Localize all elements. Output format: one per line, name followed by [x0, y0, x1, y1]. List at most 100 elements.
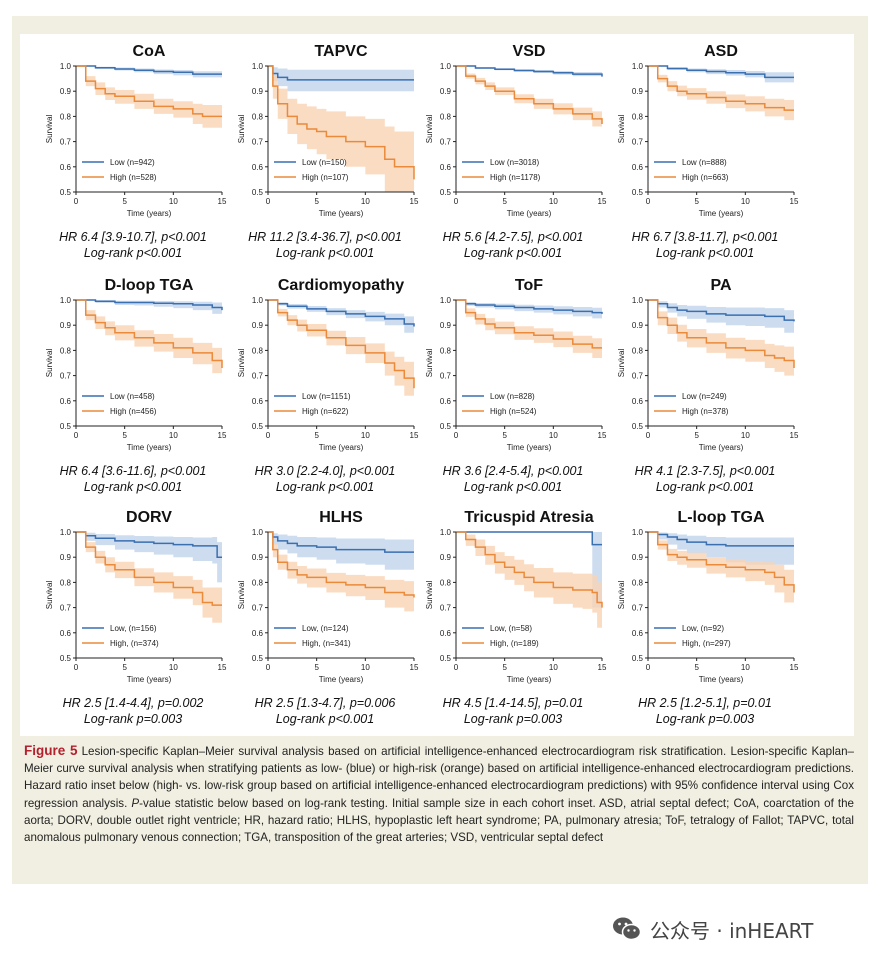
legend: Low (n=942) High (n=528) [82, 158, 157, 182]
y-tick-label: 0.7 [60, 604, 72, 613]
x-tick-label: 5 [694, 663, 699, 672]
x-tick-label: 5 [314, 431, 319, 440]
x-tick-label: 10 [741, 663, 750, 672]
y-tick-label: 0.5 [440, 422, 452, 431]
y-tick-label: 0.8 [60, 112, 72, 121]
x-axis-label: Time (years) [699, 443, 744, 452]
x-tick-label: 15 [218, 431, 227, 440]
survival-line-high [76, 531, 222, 606]
y-tick-label: 0.7 [252, 604, 264, 613]
x-tick-label: 10 [361, 431, 370, 440]
x-tick-label: 5 [122, 663, 127, 672]
caption-text-3: -value statistic below based on log-rank… [24, 796, 854, 845]
survival-line-low [648, 65, 794, 79]
legend-label-high: High (n=622) [302, 407, 349, 416]
legend: Low (n=249) High (n=378) [654, 392, 729, 416]
km-chart-asd: ASD 0.5 0.6 0.7 0.8 0.9 1.0 0 5 10 15 Time (years) S… [617, 43, 799, 218]
ci-band-low [268, 532, 414, 575]
x-tick-label: 5 [314, 663, 319, 672]
hazard-ratio-text: HR 3.6 [2.4-5.4], p<0.001 [442, 464, 584, 478]
x-tick-label: 0 [266, 197, 271, 206]
survival-line-high [76, 65, 222, 118]
hazard-ratio-text: HR 4.1 [2.3-7.5], p<0.001 [634, 464, 776, 478]
ci-band-high [76, 66, 222, 131]
logrank-text: Log-rank p=0.003 [655, 712, 755, 726]
km-chart-pa: PA 0.5 0.6 0.7 0.8 0.9 1.0 0 5 10 15 Time (years) Su… [617, 277, 799, 452]
hazard-ratio-text: HR 6.7 [3.8-11.7], p<0.001 [631, 230, 779, 244]
survival-line-high [456, 531, 603, 608]
y-axis-label: Survival [425, 115, 434, 144]
legend-label-high: High, (n=297) [682, 639, 731, 648]
km-panel-tricuspid-atresia: Tricuspid Atresia 0.5 0.6 0.7 0.8 0.9 1.0 0 5 10 1… [408, 504, 618, 738]
caption-text-2: P [131, 796, 140, 810]
chart-title: Tricuspid Atresia [464, 509, 593, 526]
y-tick-label: 0.5 [60, 654, 72, 663]
survival-line-high [648, 531, 795, 593]
km-panel-vsd: VSD 0.5 0.6 0.7 0.8 0.9 1.0 0 5 10 15 Time (years) S… [408, 38, 618, 272]
x-tick-label: 15 [598, 197, 607, 206]
y-tick-label: 0.9 [60, 321, 72, 330]
x-tick-label: 10 [741, 197, 750, 206]
survival-line-high [76, 299, 223, 369]
ci-band-high [268, 66, 414, 192]
hazard-ratio-text: HR 3.0 [2.2-4.0], p<0.001 [254, 464, 396, 478]
figure-panel-grid: CoA 0.5 0.6 0.7 0.8 0.9 1.0 0 5 10 15 Time (years) S… [20, 34, 854, 736]
x-tick-label: 15 [410, 431, 419, 440]
legend-label-high: High (n=1178) [490, 173, 541, 182]
y-tick-label: 0.9 [632, 321, 644, 330]
chart-title: TAPVC [314, 43, 367, 60]
y-tick-label: 0.9 [60, 87, 72, 96]
legend: Low, (n=92) High, (n=297) [654, 624, 731, 648]
ci-band-high [648, 532, 794, 613]
y-tick-label: 0.7 [252, 138, 264, 147]
y-tick-label: 0.5 [252, 422, 264, 431]
x-tick-label: 10 [169, 663, 178, 672]
legend: Low (n=828) High (n=524) [462, 392, 537, 416]
survival-line-low [76, 299, 223, 311]
y-tick-label: 0.5 [440, 188, 452, 197]
legend-label-low: Low (n=888) [682, 158, 727, 167]
y-tick-label: 0.5 [60, 188, 72, 197]
y-tick-label: 0.6 [632, 163, 644, 172]
km-panel-dorv: DORV 0.5 0.6 0.7 0.8 0.9 1.0 0 5 10 15 Time (years)… [28, 504, 238, 738]
x-tick-label: 0 [454, 431, 459, 440]
x-tick-label: 0 [266, 431, 271, 440]
y-tick-label: 0.6 [632, 397, 644, 406]
x-tick-label: 5 [502, 197, 507, 206]
y-axis-label: Survival [45, 349, 54, 378]
survival-line-low [456, 299, 603, 314]
y-tick-label: 0.9 [440, 321, 452, 330]
y-tick-label: 1.0 [632, 296, 644, 305]
km-panel-cardiomyopathy: Cardiomyopathy 0.5 0.6 0.7 0.8 0.9 1.0 0 5 10 15 Ti… [220, 272, 430, 506]
x-tick-label: 5 [314, 197, 319, 206]
ci-band-high [456, 532, 602, 638]
x-tick-label: 0 [74, 663, 79, 672]
survival-line-high [456, 299, 602, 349]
y-tick-label: 0.8 [252, 112, 264, 121]
logrank-text: Log-rank p<0.001 [275, 480, 375, 494]
y-tick-label: 0.5 [440, 654, 452, 663]
y-tick-label: 0.7 [440, 604, 452, 613]
legend: Low (n=1151) High (n=622) [274, 392, 351, 416]
y-tick-label: 0.9 [60, 553, 72, 562]
km-panel-tof: ToF 0.5 0.6 0.7 0.8 0.9 1.0 0 5 10 15 Time (years) S… [408, 272, 618, 506]
km-chart-coa: CoA 0.5 0.6 0.7 0.8 0.9 1.0 0 5 10 15 Time (years) S… [45, 43, 227, 218]
hazard-ratio-text: HR 6.4 [3.6-11.6], p<0.001 [59, 464, 207, 478]
survival-line-low [456, 65, 603, 77]
x-axis-label: Time (years) [507, 675, 552, 684]
x-tick-label: 0 [266, 663, 271, 672]
y-axis-label: Survival [425, 581, 434, 610]
legend: Low, (n=156) High, (n=374) [82, 624, 159, 648]
y-tick-label: 0.6 [60, 397, 72, 406]
ci-band-high [268, 300, 414, 406]
legend-label-high: High (n=378) [682, 407, 729, 416]
y-tick-label: 0.6 [252, 629, 264, 638]
x-tick-label: 15 [218, 663, 227, 672]
y-axis-label: Survival [237, 349, 246, 378]
km-panel-d-loop-tga: D-loop TGA 0.5 0.6 0.7 0.8 0.9 1.0 0 5 10 15 Time (… [28, 272, 238, 506]
y-tick-label: 0.5 [252, 654, 264, 663]
x-tick-label: 5 [502, 431, 507, 440]
legend-label-high: High, (n=189) [490, 639, 539, 648]
km-chart-cardiomyopathy: Cardiomyopathy 0.5 0.6 0.7 0.8 0.9 1.0 0 5 10 15 Ti… [237, 277, 419, 452]
y-tick-label: 0.7 [632, 372, 644, 381]
